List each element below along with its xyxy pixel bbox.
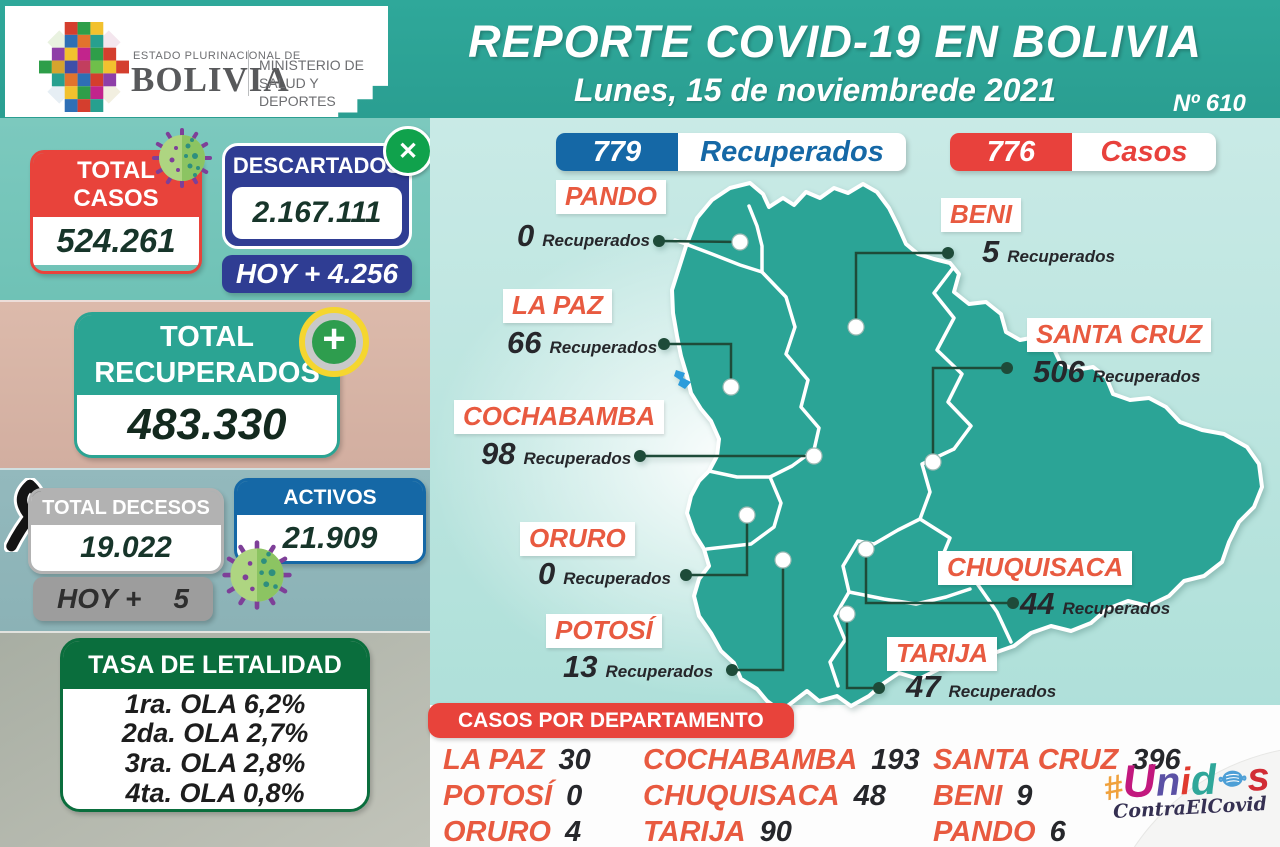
recuperados-badge-value: 779 [556, 133, 678, 171]
descartados-card: DESCARTADOS 2.167.111 [222, 143, 412, 249]
dept-label-beni: BENI [941, 198, 1022, 232]
dept-value-oruro: 0 Recuperados [538, 556, 671, 591]
table-cell-tarija: TARIJA 90 [643, 815, 792, 847]
descartados-label: DESCARTADOS [232, 153, 402, 178]
table-cell-pando: PANDO 6 [933, 815, 1066, 847]
bolivia-map [634, 181, 1264, 713]
dept-value-beni: 5 Recuperados [982, 234, 1115, 269]
dept-value-la-paz: 66 Recuperados [507, 325, 658, 360]
table-cell-cochabamba: COCHABAMBA 193 [643, 743, 920, 776]
dept-value-chuquisaca: 44 Recuperados [1020, 586, 1171, 621]
tasa-letalidad-header: TASA DE LETALIDAD [63, 641, 367, 689]
table-cell-oruro: ORURO 4 [443, 815, 582, 847]
dept-label-cochabamba: COCHABAMBA [454, 400, 665, 434]
tasa-letalidad-card: TASA DE LETALIDAD 1ra. OLA 6,2% 2da. OLA… [60, 638, 370, 812]
activos-header: ACTIVOS [237, 481, 423, 515]
casos-badge-label: Casos [1100, 135, 1188, 168]
virus-icon [222, 540, 292, 610]
unidos-wordmark: # U n i d s [1100, 753, 1271, 809]
dept-label-santa-cruz: SANTA CRUZ [1027, 318, 1212, 352]
ola-row: 4ta. OLA 0,8% [125, 777, 305, 808]
leader-lines [640, 239, 1013, 690]
recuperados-badge-label: Recuperados [700, 135, 884, 168]
descartados-hoy-pill: HOY + 4.256 [222, 255, 412, 293]
face-mask-icon [1218, 771, 1247, 788]
page-title: REPORTE COVID-19 EN BOLIVIA [468, 16, 1202, 67]
total-recuperados-value: 483.330 [77, 395, 337, 455]
total-casos-card: TOTAL CASOS 524.261 [30, 150, 202, 274]
government-logo-box: ESTADO PLURINACIONAL DE BOLIVIA MINISTER… [5, 6, 388, 117]
casos-badge: 776 Casos [950, 133, 1216, 171]
chakana-emblem-icon [39, 22, 129, 112]
tasa-letalidad-rows: 1ra. OLA 6,2% 2da. OLA 2,7% 3ra. OLA 2,8… [63, 689, 367, 809]
table-cell-la-paz: LA PAZ 30 [443, 743, 591, 776]
dept-label-oruro: ORURO [520, 522, 635, 556]
dept-value-potosi: 13 Recuperados [563, 649, 714, 684]
plus-circle-icon: + [299, 307, 369, 377]
map-marker-dots [722, 233, 942, 623]
ola-row: 3ra. OLA 2,8% [124, 748, 306, 778]
decesos-hoy-pill: HOY + 5 [33, 577, 213, 621]
total-recuperados-header: TOTAL RECUPERADOS [77, 315, 337, 395]
table-cell-potosi: POTOSÍ 0 [443, 779, 583, 812]
department-borders [673, 204, 1013, 688]
casos-por-departamento-banner: CASOS POR DEPARTAMENTO [428, 703, 794, 738]
report-date: Lunes, 15 de noviembrede 2021 [574, 72, 1056, 108]
dept-label-chuquisaca: CHUQUISACA [938, 551, 1133, 585]
total-decesos-header: TOTAL DECESOS [31, 491, 221, 525]
table-cell-chuquisaca: CHUQUISACA 48 [643, 779, 886, 812]
dept-value-pando: 0 Recuperados [517, 218, 650, 253]
table-cell-beni: BENI 9 [933, 779, 1033, 812]
estado-plurinacional-label: ESTADO PLURINACIONAL DE [133, 50, 301, 62]
ola-row: 2da. OLA 2,7% [121, 718, 309, 749]
total-decesos-card: TOTAL DECESOS 19.022 [28, 488, 224, 574]
dept-label-la-paz: LA PAZ [503, 289, 612, 323]
dept-label-pando: PANDO [556, 180, 666, 214]
report-number: Nº 610 [1173, 90, 1246, 117]
total-casos-value: 524.261 [33, 217, 199, 265]
table-cell-santa-cruz: SANTA CRUZ 396 [933, 743, 1181, 776]
virus-icon [152, 128, 212, 188]
casos-por-departamento-table: LA PAZ 30 COCHABAMBA 193 SANTA CRUZ 396 … [443, 742, 1243, 847]
label-dots [634, 235, 1019, 694]
descartados-value: 2.167.111 [232, 187, 402, 239]
ministerio-label: MINISTERIO DE SALUD Y DEPORTES [259, 57, 365, 110]
casos-badge-value: 776 [950, 133, 1072, 171]
total-recuperados-card: TOTAL RECUPERADOS 483.330 [74, 312, 340, 458]
unidos-contra-el-covid-logo: # U n i d s ContraElCovid [1100, 753, 1276, 824]
ola-row: 1ra. OLA 6,2% [124, 688, 306, 719]
bolivia-wordmark: BOLIVIA [131, 60, 290, 99]
logo-divider [248, 50, 249, 96]
dept-value-cochabamba: 98 Recuperados [481, 436, 632, 471]
x-circle-icon: ✕ [383, 126, 433, 176]
dept-value-tarija: 47 Recuperados [906, 669, 1057, 704]
dept-label-potosi: POTOSÍ [546, 614, 662, 648]
dept-value-santa-cruz: 506 Recuperados [1033, 354, 1201, 389]
lake-titicaca [674, 370, 691, 389]
recuperados-badge: 779 Recuperados [556, 133, 906, 171]
total-decesos-value: 19.022 [31, 525, 221, 571]
dept-label-tarija: TARIJA [887, 637, 997, 671]
